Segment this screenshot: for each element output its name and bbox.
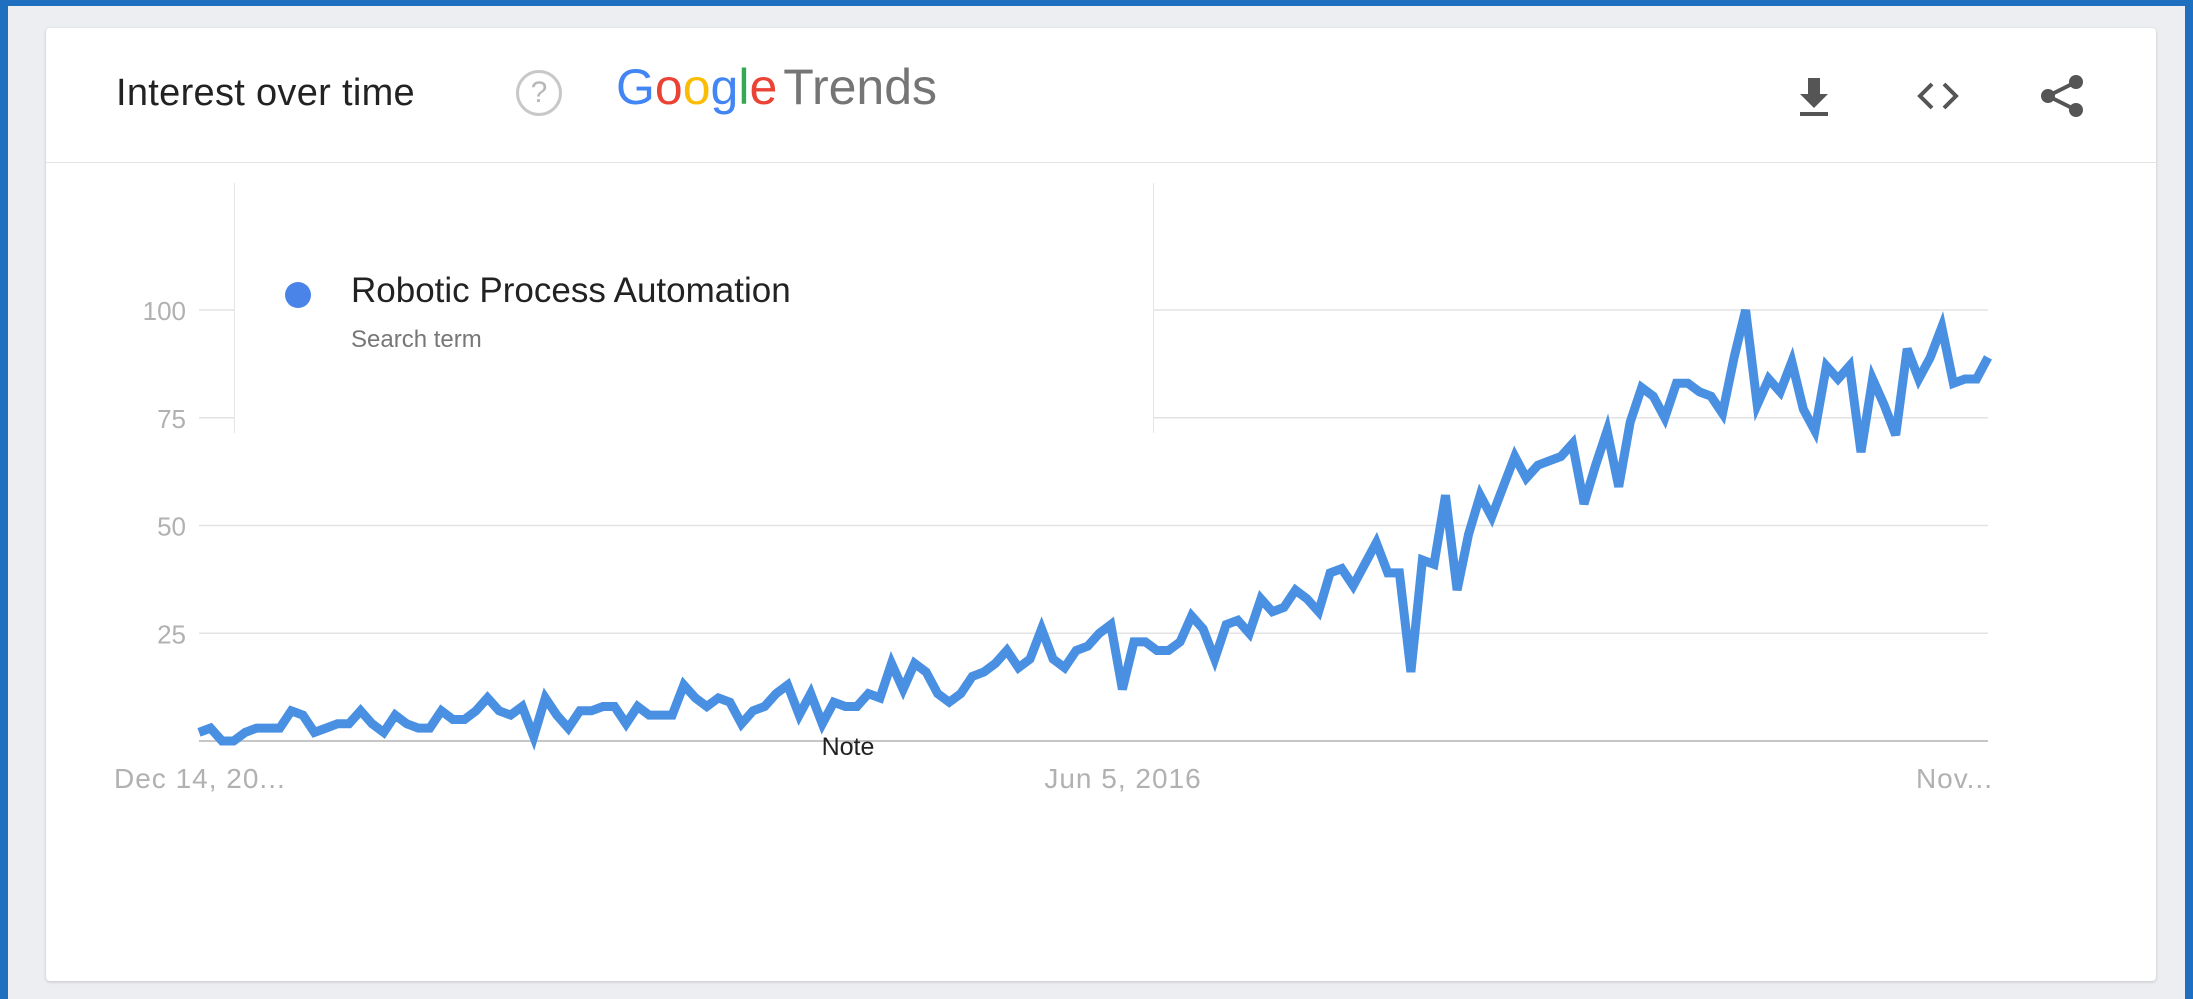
line-chart: 25 50 75 100 Dec 14, 20... Jun 5, 2016 Nov... N… bbox=[114, 296, 1993, 794]
window-frame-top bbox=[0, 0, 2193, 6]
y-tick-label: 50 bbox=[157, 512, 186, 542]
x-tick-label: Jun 5, 2016 bbox=[1044, 763, 1201, 794]
logo-product: Trends bbox=[783, 59, 938, 115]
download-button[interactable] bbox=[1786, 68, 1842, 124]
help-icon[interactable]: ? bbox=[516, 70, 562, 116]
x-tick-label: Nov... bbox=[1916, 763, 1993, 794]
download-icon bbox=[1800, 78, 1828, 116]
series-line-robotic-process-automation bbox=[197, 308, 1992, 751]
legend-series-name: Robotic Process Automation bbox=[351, 271, 791, 310]
y-tick-label: 25 bbox=[157, 619, 186, 649]
logo-letter: o bbox=[654, 59, 683, 115]
y-tick-label: 75 bbox=[157, 404, 186, 434]
x-tick-label: Dec 14, 20... bbox=[114, 763, 286, 794]
logo-letter: l bbox=[738, 59, 750, 115]
embed-button[interactable] bbox=[1910, 68, 1966, 124]
y-tick-label: 100 bbox=[143, 296, 186, 326]
chart-legend: Robotic Process Automation Search term bbox=[234, 183, 1154, 433]
google-trends-logo: Google Trends bbox=[616, 58, 937, 116]
trends-card: Interest over time ? Google Trends bbox=[46, 28, 2156, 981]
logo-letter: g bbox=[710, 59, 739, 115]
card-title: Interest over time bbox=[116, 72, 415, 114]
logo-letter: G bbox=[616, 59, 655, 115]
window-frame-right bbox=[2185, 0, 2193, 999]
logo-letter: o bbox=[682, 59, 711, 115]
legend-subtitle: Search term bbox=[351, 326, 482, 353]
card-header: Interest over time ? Google Trends bbox=[46, 28, 2156, 163]
logo-letter: e bbox=[749, 59, 778, 115]
share-button[interactable] bbox=[2034, 68, 2090, 124]
window-frame-left bbox=[0, 0, 8, 999]
share-icon bbox=[2041, 75, 2083, 117]
embed-code-icon bbox=[1917, 82, 1959, 110]
legend-marker bbox=[285, 282, 311, 308]
note-annotation: Note bbox=[822, 733, 875, 761]
